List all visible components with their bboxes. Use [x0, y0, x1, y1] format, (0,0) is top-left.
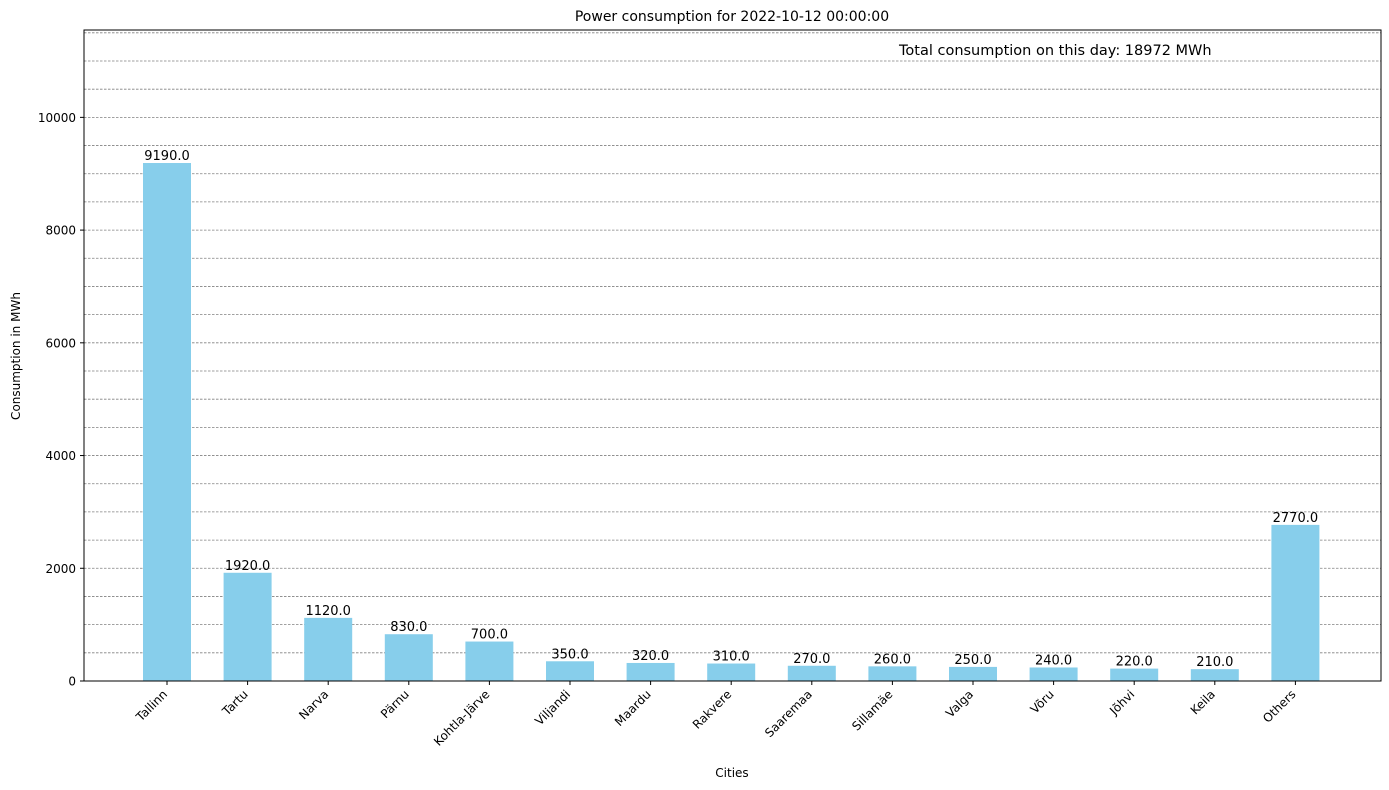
- bar: [384, 634, 433, 681]
- x-axis-label: Cities: [715, 766, 748, 780]
- bar-value-label: 350.0: [551, 647, 588, 662]
- x-tick-label: Keila: [1188, 687, 1218, 717]
- bar-value-label: 310.0: [713, 650, 750, 665]
- bar: [1110, 668, 1159, 681]
- x-tick-label: Tallinn: [133, 687, 170, 724]
- bar-value-label: 210.0: [1196, 655, 1233, 670]
- bar: [1190, 669, 1239, 681]
- x-tick-label: Pärnu: [378, 687, 412, 721]
- bar-value-label: 1920.0: [225, 559, 271, 574]
- bar: [304, 617, 353, 681]
- bar: [465, 641, 514, 681]
- bar: [868, 666, 917, 681]
- bar-value-label: 260.0: [874, 652, 911, 667]
- bar: [143, 163, 191, 681]
- bar-value-label: 220.0: [1116, 655, 1153, 670]
- y-axis: 0 2000 4000 6000 8000 10000: [38, 111, 84, 689]
- bar-value-label: 2770.0: [1273, 511, 1319, 526]
- bar: [787, 665, 836, 681]
- x-tick-label: Rakvere: [690, 687, 734, 731]
- y-tick-label: 10000: [38, 111, 76, 125]
- total-annotation: Total consumption on this day: 18972 MWh: [898, 43, 1212, 59]
- x-tick-label: Narva: [296, 687, 331, 722]
- bar: [949, 666, 997, 681]
- y-axis-label: Consumption in MWh: [9, 292, 23, 420]
- bar: [1271, 524, 1320, 681]
- bar-value-label: 9190.0: [144, 149, 190, 164]
- chart-title: Power consumption for 2022-10-12 00:00:0…: [575, 9, 889, 25]
- bar-value-label: 270.0: [793, 652, 830, 667]
- x-tick-label: Saaremaa: [762, 687, 815, 740]
- bar: [1029, 667, 1078, 681]
- x-tick-label: Valga: [943, 687, 976, 720]
- y-tick-label: 6000: [45, 336, 76, 350]
- x-axis: Tallinn Tartu Narva Pärnu Kohtla-Järve Viljan…: [133, 681, 1299, 749]
- grid-lines: [84, 32, 1381, 654]
- bar: [546, 661, 594, 681]
- bar: [223, 572, 272, 681]
- value-labels: 9190.0 1920.0 1120.0 830.0 700.0 350.0 320.0 31…: [144, 149, 1318, 670]
- bar-value-label: 700.0: [471, 628, 508, 643]
- bar: [707, 663, 756, 681]
- bar-value-label: 320.0: [632, 649, 669, 664]
- bar-value-label: 1120.0: [305, 604, 351, 619]
- bars: [143, 163, 1320, 681]
- x-tick-label: Others: [1260, 687, 1298, 725]
- x-tick-label: Viljandi: [532, 687, 573, 728]
- y-tick-label: 2000: [45, 562, 76, 576]
- bar-value-label: 240.0: [1035, 653, 1072, 668]
- x-tick-label: Tartu: [219, 687, 251, 719]
- x-tick-label: Jõhvi: [1106, 687, 1137, 718]
- plot-frame: [83, 29, 1382, 682]
- bar-value-label: 250.0: [954, 653, 991, 668]
- x-tick-label: Sillamäe: [849, 687, 895, 733]
- bar: [626, 662, 675, 681]
- x-tick-label: Võru: [1028, 687, 1057, 716]
- y-tick-label: 0: [68, 675, 76, 689]
- bar-value-label: 830.0: [390, 620, 427, 635]
- y-tick-label: 8000: [45, 224, 76, 238]
- x-tick-label: Kohtla-Järve: [431, 687, 492, 748]
- y-tick-label: 4000: [45, 449, 76, 463]
- x-tick-label: Maardu: [612, 687, 654, 729]
